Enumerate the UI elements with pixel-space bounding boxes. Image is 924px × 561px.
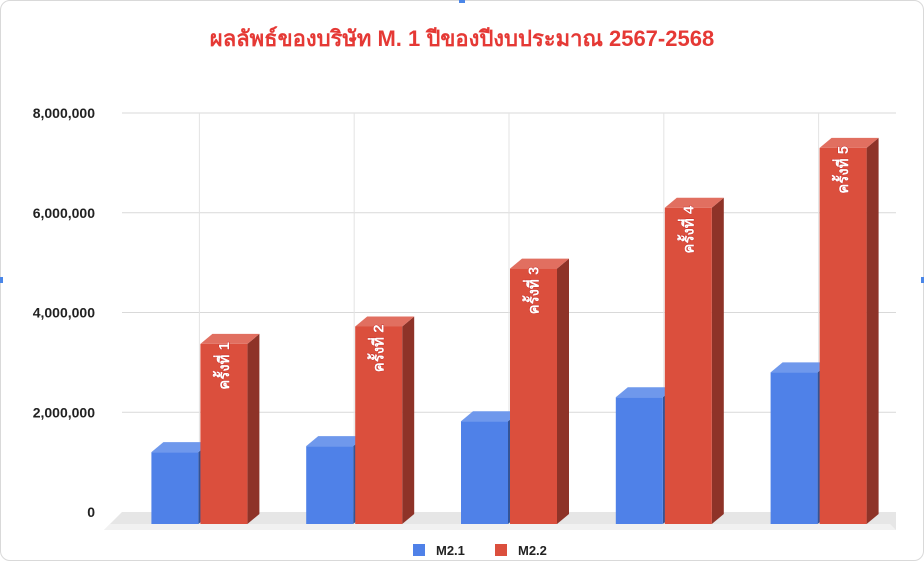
y-axis: 0 2,000,000 4,000,000 6,000,000 8,000,000: [33, 105, 96, 520]
data-label: ครั้งที่ 2: [367, 324, 388, 372]
bar-m2-2-2[interactable]: [355, 316, 415, 524]
y-tick-label: 0: [87, 504, 95, 520]
data-label: ครั้งที่ 5: [831, 146, 852, 194]
floor-edge: [104, 524, 896, 530]
bar-front-face: [664, 207, 712, 524]
bar-front-face: [615, 397, 663, 524]
y-tick-label: 4,000,000: [33, 305, 95, 321]
bar-front-face: [461, 421, 508, 524]
bar-top-face: [200, 333, 260, 344]
bars: [151, 137, 879, 524]
bar-top-face: [151, 442, 211, 453]
y-tick-label: 6,000,000: [33, 205, 95, 221]
bar-top-face: [306, 436, 366, 447]
legend[interactable]: M2.1 M2.2: [413, 543, 547, 558]
bar-side-face: [866, 137, 879, 524]
bar-side-face: [557, 258, 569, 524]
bar-side-face: [247, 333, 260, 524]
bar-top-face: [664, 197, 724, 208]
legend-swatch-m2-2: [495, 544, 507, 556]
bar-front-face: [510, 268, 557, 524]
bar-top-face: [355, 316, 415, 327]
bar-m2-2-5[interactable]: [819, 137, 879, 524]
bar-front-face: [306, 446, 354, 524]
y-tick-label: 2,000,000: [33, 404, 95, 420]
data-label: ครั้งที่ 1: [212, 342, 233, 390]
resize-handle-top[interactable]: [459, 0, 465, 3]
legend-label-m2-2: M2.2: [518, 543, 547, 558]
bar-top-face: [615, 387, 675, 398]
bar-top-face: [770, 362, 830, 373]
legend-swatch-m2-1: [413, 544, 425, 556]
bar-side-face: [402, 316, 415, 524]
resize-handle-left[interactable]: [0, 277, 3, 283]
bar-front-face: [355, 326, 403, 524]
y-tick-label: 8,000,000: [33, 105, 95, 121]
bar-front-face: [200, 343, 248, 524]
bar-top-face: [510, 258, 569, 269]
bar-side-face: [711, 197, 724, 524]
chart-title: ผลลัพธ์ของบริษัท M. 1 ปีของปีงบประมาณ 25…: [210, 26, 714, 51]
bar-m2-2-3[interactable]: [510, 258, 569, 524]
bar-front-face: [770, 372, 818, 524]
bar-front-face: [819, 147, 867, 524]
legend-label-m2-1: M2.1: [436, 543, 465, 558]
bar-m2-2-4[interactable]: [664, 197, 724, 524]
bar-front-face: [151, 452, 199, 524]
bar-top-face: [819, 137, 879, 148]
bar-m2-2-1[interactable]: [200, 333, 260, 524]
data-label: ครั้งที่ 4: [676, 205, 697, 253]
data-label: ครั้งที่ 3: [522, 267, 543, 315]
bar-top-face: [461, 411, 520, 422]
data-labels: ครั้งที่ 1 ครั้งที่ 2 ครั้งที่ 3 ครั้งที่ 4…: [211, 146, 852, 391]
resize-handle-right[interactable]: [921, 277, 924, 283]
